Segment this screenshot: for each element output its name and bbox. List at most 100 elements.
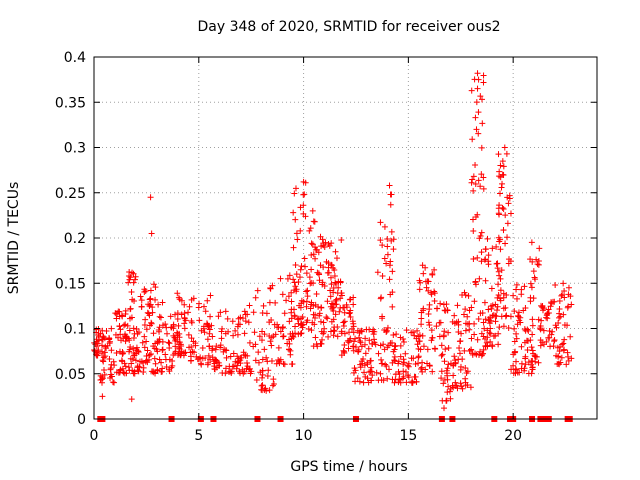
data-point (223, 347, 230, 354)
data-point (300, 210, 307, 217)
data-point (490, 312, 497, 319)
data-point (495, 292, 502, 299)
data-point (140, 369, 147, 376)
data-point (468, 335, 475, 342)
data-point (301, 263, 308, 270)
data-point (154, 348, 161, 355)
data-point (371, 336, 378, 343)
data-point (524, 346, 531, 353)
data-point (497, 295, 504, 302)
data-point (190, 338, 197, 345)
data-point (121, 360, 128, 367)
data-point (478, 229, 485, 236)
data-point (469, 176, 476, 183)
data-point (516, 317, 523, 324)
data-point (386, 276, 393, 283)
data-point (365, 345, 372, 352)
data-point (535, 257, 542, 264)
data-point (320, 330, 327, 337)
data-point (234, 359, 241, 366)
data-point (175, 322, 182, 329)
data-point (106, 355, 113, 362)
data-point (102, 343, 109, 350)
data-point (559, 291, 566, 298)
data-point (486, 329, 493, 336)
grid (94, 57, 597, 419)
data-point (112, 331, 119, 338)
data-point (429, 368, 436, 375)
data-point (441, 405, 448, 412)
data-point (415, 360, 422, 367)
data-point (181, 301, 188, 308)
data-point (438, 342, 445, 349)
data-point (482, 277, 489, 284)
data-point (127, 355, 134, 362)
data-point (264, 372, 271, 379)
data-point (280, 333, 287, 340)
data-point (497, 162, 504, 169)
data-point (245, 319, 252, 326)
data-point (403, 327, 410, 334)
data-point (441, 358, 448, 365)
data-point (146, 296, 153, 303)
data-point (527, 280, 534, 287)
data-point (174, 316, 181, 323)
data-point (475, 109, 482, 116)
data-point (244, 311, 251, 318)
data-point (100, 354, 107, 361)
data-point (99, 393, 106, 400)
data-point (555, 360, 562, 367)
data-point (128, 314, 135, 321)
data-point (455, 318, 462, 325)
data-point (484, 334, 491, 341)
data-point (551, 336, 558, 343)
data-point (312, 244, 319, 251)
data-point (497, 246, 504, 253)
data-point (135, 349, 142, 356)
data-point (380, 341, 387, 348)
data-point (330, 332, 337, 339)
data-point (142, 316, 149, 323)
data-point (379, 313, 386, 320)
data-point (410, 329, 417, 336)
data-point (294, 316, 301, 323)
data-point (563, 361, 570, 368)
data-point (494, 303, 501, 310)
data-point (305, 325, 312, 332)
data-point (355, 346, 362, 353)
data-point (292, 283, 299, 290)
data-point (269, 382, 276, 389)
data-point (383, 327, 390, 334)
data-point (297, 227, 304, 234)
data-point (131, 370, 138, 377)
data-point (307, 280, 314, 287)
data-point (457, 380, 464, 387)
data-point (235, 358, 242, 365)
data-point (130, 335, 137, 342)
data-point (349, 318, 356, 325)
data-point (468, 304, 475, 311)
data-point (201, 329, 208, 336)
data-point (149, 304, 156, 311)
data-point (496, 324, 503, 331)
data-point (301, 255, 308, 262)
data-point (377, 342, 384, 349)
data-point (462, 306, 469, 313)
data-point (156, 356, 163, 363)
data-point (252, 294, 259, 301)
data-point (529, 331, 536, 338)
data-point (445, 329, 452, 336)
data-point (327, 293, 334, 300)
data-point (347, 313, 354, 320)
data-point (458, 383, 465, 390)
data-point (141, 333, 148, 340)
y-tick-label: 0.35 (55, 95, 86, 111)
data-point (319, 336, 326, 343)
data-point (391, 343, 398, 350)
data-point (380, 377, 387, 384)
data-point (345, 345, 352, 352)
data-point (216, 362, 223, 369)
data-point (500, 294, 507, 301)
data-point (338, 237, 345, 244)
data-point (122, 307, 129, 314)
